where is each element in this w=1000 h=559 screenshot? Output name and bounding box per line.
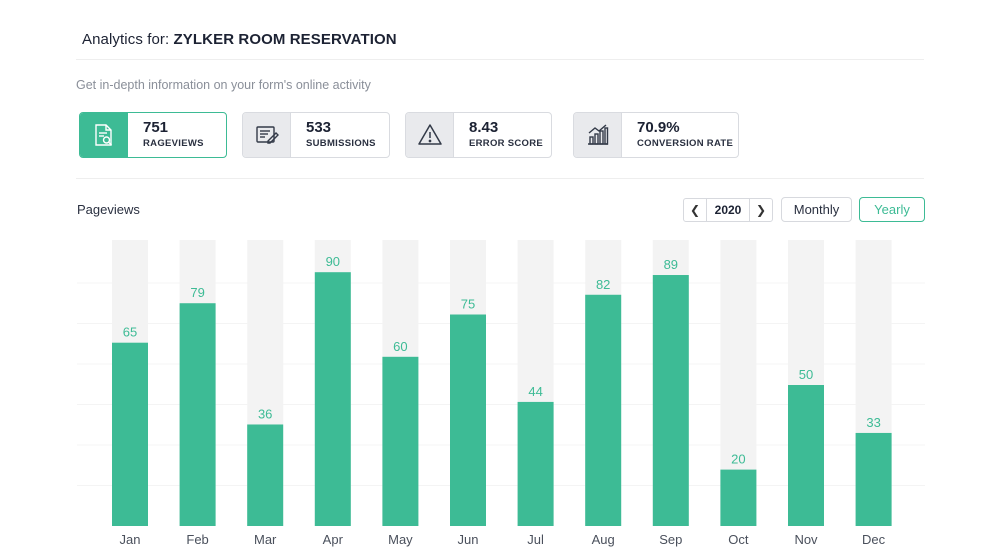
stat-label: CONVERSION RATE [637, 138, 734, 149]
bar-may[interactable] [382, 356, 419, 526]
x-tick-label: Aug [592, 532, 615, 547]
divider [76, 178, 924, 179]
x-tick-label: Jul [527, 532, 544, 547]
bar-jan[interactable] [112, 342, 148, 526]
stat-card-conversion-rate[interactable]: 70.9% CONVERSION RATE [573, 112, 739, 158]
warning-icon [406, 113, 454, 157]
year-label: 2020 [706, 199, 750, 221]
stat-card-submissions[interactable]: 533 SUBMISSIONS [242, 112, 390, 158]
bar-aug[interactable] [585, 294, 622, 526]
form-name: ZYLKER ROOM RESERVATION [173, 31, 397, 48]
bar-sep[interactable] [652, 275, 689, 526]
bar-value-label: 50 [799, 367, 813, 382]
bar-value-label: 89 [664, 257, 678, 272]
bar-jul[interactable] [517, 401, 554, 526]
chart-section-title: Pageviews [77, 202, 140, 217]
bar-mar[interactable] [247, 424, 284, 526]
bar-feb[interactable] [179, 303, 216, 526]
bar-nov[interactable] [788, 385, 824, 526]
page-title: Analytics for: ZYLKER ROOM RESERVATION [82, 31, 397, 48]
stat-label: SUBMISSIONS [306, 138, 376, 149]
x-tick-label: Apr [323, 532, 344, 547]
bar-value-label: 33 [866, 415, 880, 430]
stat-label: ERROR SCORE [469, 138, 544, 149]
stat-value: 70.9% [637, 119, 680, 136]
x-tick-label: Mar [254, 532, 277, 547]
bar-value-label: 79 [190, 285, 204, 300]
bar-value-label: 90 [326, 254, 340, 269]
bar-value-label: 44 [528, 384, 542, 399]
bar-value-label: 20 [731, 452, 745, 467]
bar-value-label: 65 [123, 325, 137, 340]
divider [76, 59, 924, 60]
pageviews-chart: 65 Jan 79 Feb 36 Mar 90 Apr 60 May 75 Jun 44 Jul 82 Aug… [77, 240, 925, 559]
bar-value-label: 75 [461, 297, 475, 312]
page-subtitle: Get in-depth information on your form's … [76, 78, 371, 92]
bar-oct[interactable] [720, 469, 757, 526]
chevron-left-icon[interactable]: ❮ [689, 203, 701, 217]
stat-card-pageviews[interactable]: 751 RAGEVIEWS [79, 112, 227, 158]
stat-value: 533 [306, 119, 332, 136]
x-tick-label: Jun [458, 532, 479, 547]
x-tick-label: Jan [120, 532, 141, 547]
bar-chart-svg: 65 Jan 79 Feb 36 Mar 90 Apr 60 May 75 Jun 44 Jul 82 Aug… [77, 240, 925, 547]
bar-value-label: 82 [596, 277, 610, 292]
title-prefix: Analytics for: [82, 31, 174, 48]
stat-label: RAGEVIEWS [143, 138, 204, 149]
bar-growth-icon [574, 113, 622, 157]
x-tick-label: Oct [728, 532, 749, 547]
form-edit-icon [243, 113, 291, 157]
bar-value-label: 36 [258, 406, 272, 421]
x-tick-label: May [388, 532, 413, 547]
stat-value: 751 [143, 119, 169, 136]
x-tick-label: Sep [659, 532, 682, 547]
monthly-button[interactable]: Monthly [781, 197, 852, 222]
bar-dec[interactable] [855, 432, 892, 526]
bar-jun[interactable] [450, 314, 486, 527]
x-tick-label: Nov [794, 532, 818, 547]
x-tick-label: Dec [862, 532, 886, 547]
bar-apr[interactable] [314, 272, 351, 526]
stat-card-error-score[interactable]: 8.43 ERROR SCORE [405, 112, 552, 158]
x-tick-label: Feb [186, 532, 208, 547]
document-search-icon [80, 113, 128, 157]
yearly-button[interactable]: Yearly [859, 197, 925, 222]
year-navigator: ❮ 2020 ❯ [683, 198, 773, 222]
chevron-right-icon[interactable]: ❯ [755, 203, 767, 217]
bar-value-label: 60 [393, 339, 407, 354]
stat-value: 8.43 [469, 119, 499, 136]
